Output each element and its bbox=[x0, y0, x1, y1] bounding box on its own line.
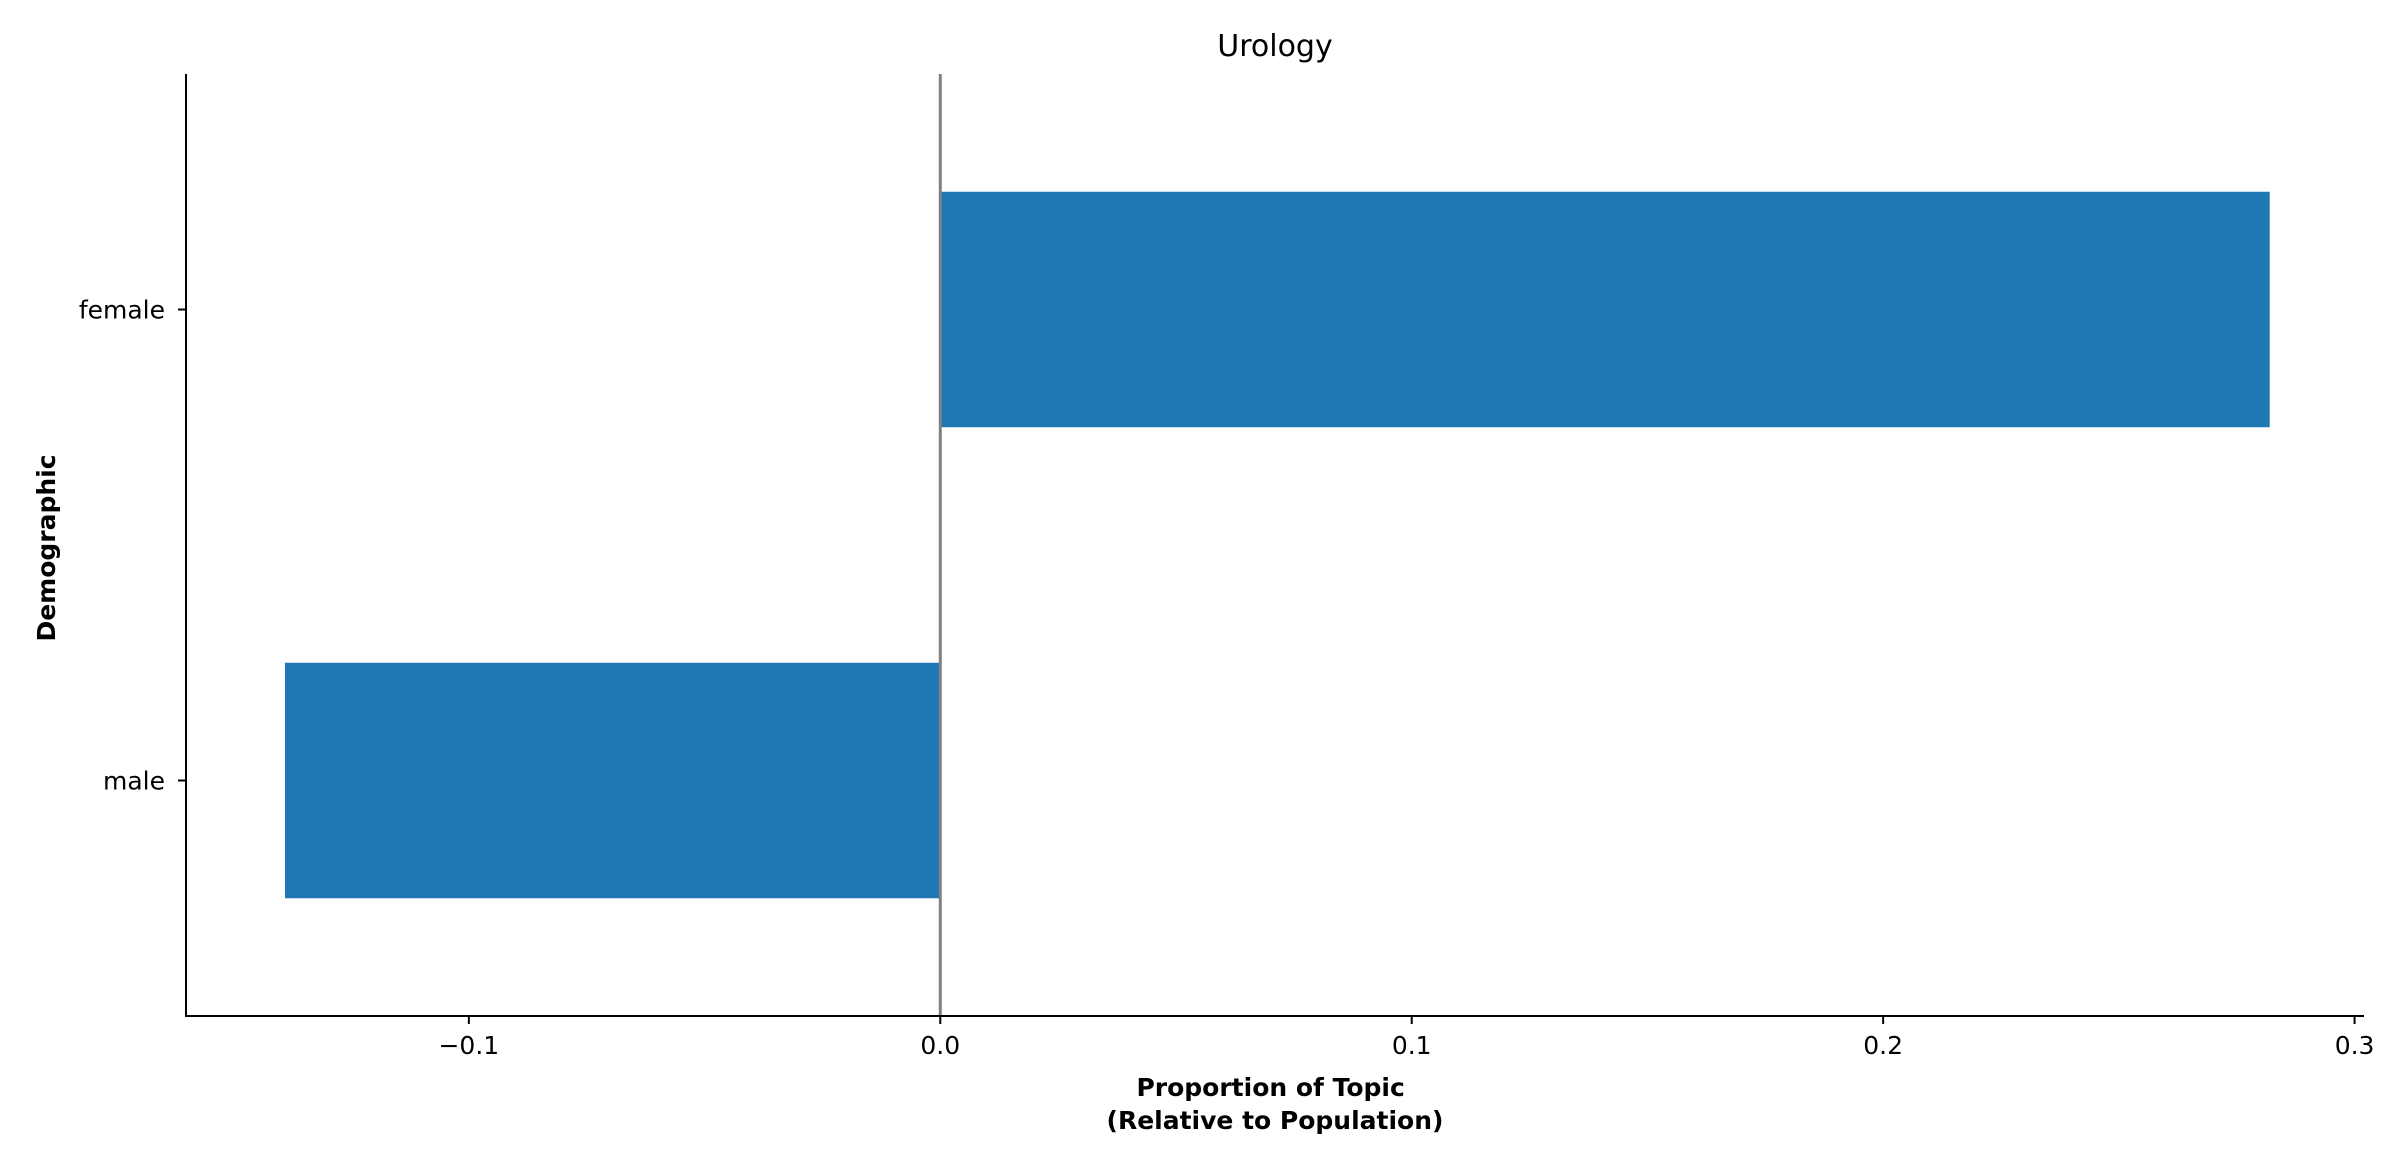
bar-male bbox=[285, 662, 941, 899]
chart-title: Urology bbox=[1217, 29, 1332, 64]
y-tick-label-female: female bbox=[79, 296, 165, 325]
x-tick-label: 0.1 bbox=[1392, 1031, 1432, 1060]
x-tick-label: 0.0 bbox=[920, 1031, 960, 1060]
y-tick-label-male: male bbox=[103, 767, 165, 796]
y-ticks-group: female male bbox=[79, 296, 186, 796]
x-axis-label-line-2: (Relative to Population) bbox=[1107, 1106, 1444, 1135]
bar-female bbox=[940, 191, 2270, 428]
x-tick-label: 0.2 bbox=[1863, 1031, 1903, 1060]
y-axis-label: Demographic bbox=[32, 454, 61, 641]
x-ticks-group: −0.1 0.0 0.1 0.2 0.3 bbox=[438, 1016, 2374, 1060]
x-axis-label: Proportion of Topic (Relative to Populat… bbox=[1107, 1073, 1444, 1135]
x-tick-label: −0.1 bbox=[438, 1031, 499, 1060]
x-axis-label-line-1: Proportion of Topic bbox=[1136, 1073, 1404, 1102]
x-tick-label: 0.3 bbox=[2335, 1031, 2375, 1060]
bars-group bbox=[285, 191, 2270, 899]
